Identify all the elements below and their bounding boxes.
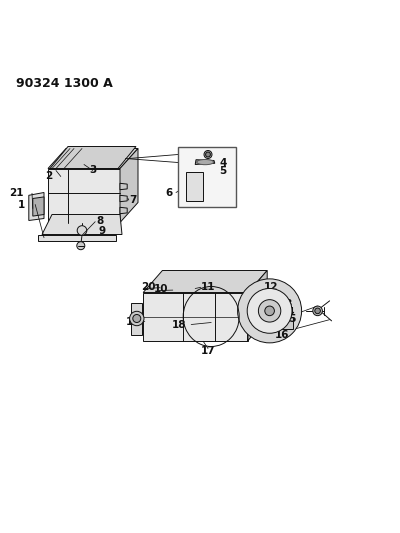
Text: 90324 1300 A: 90324 1300 A (16, 77, 113, 90)
Polygon shape (120, 195, 127, 201)
Circle shape (313, 306, 322, 316)
Polygon shape (120, 149, 138, 222)
Polygon shape (48, 168, 120, 222)
Polygon shape (50, 147, 136, 168)
Polygon shape (248, 271, 267, 341)
Text: 1: 1 (18, 199, 25, 209)
Polygon shape (143, 271, 267, 293)
Circle shape (238, 279, 302, 343)
Text: 3: 3 (89, 165, 96, 175)
Circle shape (133, 314, 141, 322)
Text: 9: 9 (98, 225, 106, 236)
Text: 4: 4 (219, 158, 226, 168)
Circle shape (130, 311, 144, 326)
Polygon shape (195, 160, 215, 165)
Text: 15: 15 (283, 314, 297, 324)
Text: 14: 14 (281, 307, 296, 317)
Text: 19: 19 (126, 317, 140, 327)
Text: 10: 10 (154, 284, 168, 294)
Text: 8: 8 (96, 216, 103, 226)
Text: 17: 17 (201, 345, 215, 356)
Bar (178, 147, 236, 206)
Circle shape (77, 241, 85, 249)
Polygon shape (48, 149, 138, 168)
Text: 20: 20 (142, 282, 156, 292)
Text: 5: 5 (219, 166, 226, 176)
Polygon shape (131, 303, 142, 335)
Text: 2: 2 (45, 171, 52, 181)
Polygon shape (33, 197, 44, 216)
Text: 11: 11 (201, 282, 215, 292)
Text: 6: 6 (166, 188, 173, 198)
Text: 21: 21 (9, 188, 23, 198)
Circle shape (315, 308, 320, 313)
Polygon shape (269, 317, 293, 328)
Circle shape (206, 152, 210, 157)
Polygon shape (29, 192, 44, 221)
Text: 12: 12 (264, 282, 278, 292)
Circle shape (77, 225, 87, 235)
Polygon shape (120, 183, 127, 190)
Ellipse shape (197, 159, 214, 165)
Polygon shape (120, 207, 127, 214)
Text: 16: 16 (275, 329, 289, 340)
Polygon shape (38, 235, 116, 240)
Circle shape (258, 300, 281, 322)
Text: 7: 7 (130, 195, 137, 205)
Polygon shape (143, 293, 248, 341)
Circle shape (247, 288, 292, 333)
Circle shape (265, 306, 274, 316)
Bar (186, 172, 203, 200)
Text: 18: 18 (172, 320, 186, 330)
Circle shape (204, 150, 212, 158)
Polygon shape (42, 214, 122, 235)
Text: 13: 13 (279, 299, 293, 309)
